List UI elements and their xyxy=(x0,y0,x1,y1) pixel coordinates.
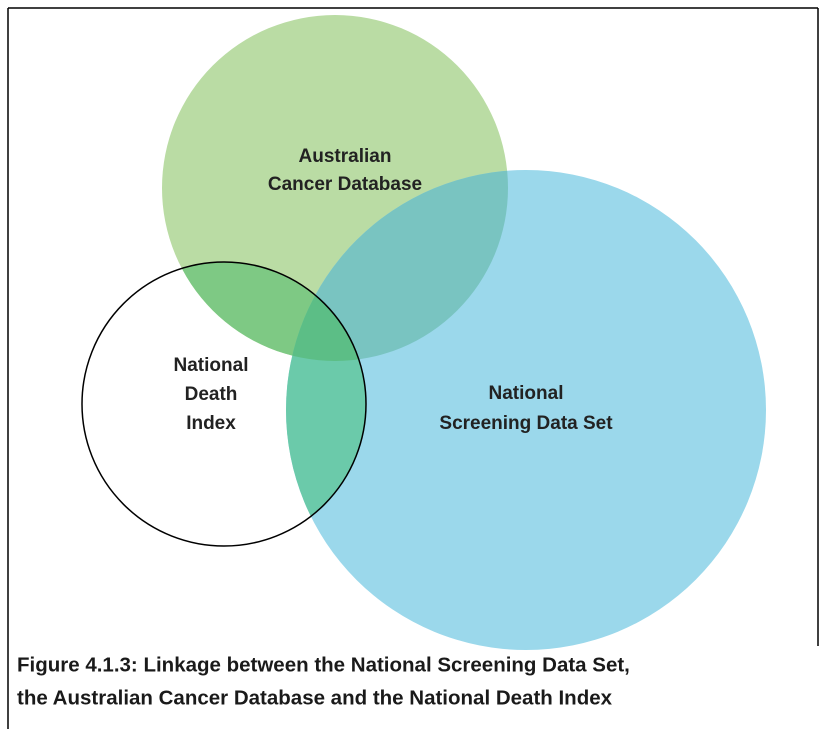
caption: Figure 4.1.3: Linkage between the Nation… xyxy=(17,653,630,676)
node-label: Australian xyxy=(299,146,392,167)
node-label: Death xyxy=(185,384,238,405)
overlap-cancer-death xyxy=(162,262,366,361)
node-label: National xyxy=(489,383,564,404)
node-label: Index xyxy=(186,413,236,434)
caption: the Australian Cancer Database and the N… xyxy=(17,686,613,709)
death-index-circle xyxy=(81,261,367,547)
node-label: Screening Data Set xyxy=(439,413,613,434)
frame xyxy=(7,7,819,729)
node-label: National xyxy=(174,355,249,376)
node-label: Cancer Database xyxy=(268,174,422,195)
